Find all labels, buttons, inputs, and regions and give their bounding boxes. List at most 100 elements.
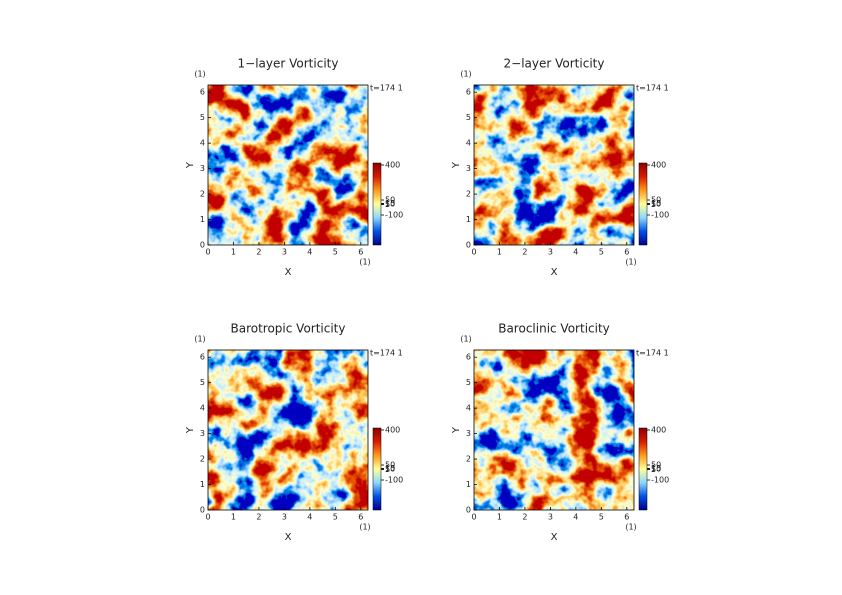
colorbar-tick-label: 10 xyxy=(385,200,395,209)
x-unit: (1) xyxy=(625,258,636,267)
y-axis-label: Y xyxy=(185,426,196,434)
colorbar-tick-label: 50 xyxy=(385,196,395,205)
colorbar-tick-label: 15 xyxy=(385,199,395,208)
y-tick-label: 0 xyxy=(200,506,205,515)
y-tick-label: 5 xyxy=(200,113,205,122)
x-tick-label: 2 xyxy=(522,513,527,522)
plot-frame xyxy=(473,349,635,511)
colorbar xyxy=(638,427,648,511)
x-tick-label: 0 xyxy=(205,513,210,522)
x-tick-label: 0 xyxy=(471,248,476,257)
colorbar xyxy=(372,427,382,511)
y-tick-label: 6 xyxy=(200,88,205,97)
y-tick-label: 0 xyxy=(200,241,205,250)
y-tick-label: 0 xyxy=(466,241,471,250)
x-axis-label: X xyxy=(285,267,292,278)
colorbar-tick-label: 15 xyxy=(385,464,395,473)
colorbar-tick-label: -100 xyxy=(651,211,669,220)
x-axis-label: X xyxy=(551,532,558,543)
colorbar-tick-label: 15 xyxy=(651,464,661,473)
time-annotation: t=174 1 xyxy=(636,84,669,93)
x-tick-label: 3 xyxy=(548,248,553,257)
panel-title: Baroclinic Vorticity xyxy=(498,322,610,336)
x-tick-label: 2 xyxy=(256,513,261,522)
plot-frame xyxy=(207,349,369,511)
y-tick-label: 3 xyxy=(200,164,205,173)
y-unit: (1) xyxy=(460,335,471,344)
y-tick-label: 5 xyxy=(200,378,205,387)
y-tick-label: 0 xyxy=(466,506,471,515)
x-tick-label: 6 xyxy=(624,248,629,257)
time-annotation: t=174 1 xyxy=(370,349,403,358)
x-tick-label: 3 xyxy=(548,513,553,522)
colorbar-tick-label: 400 xyxy=(651,426,666,435)
time-annotation: t=174 1 xyxy=(370,84,403,93)
y-tick-label: 2 xyxy=(466,455,471,464)
y-tick-label: 2 xyxy=(200,455,205,464)
x-tick-label: 1 xyxy=(497,248,502,257)
y-tick-label: 4 xyxy=(466,139,471,148)
x-unit: (1) xyxy=(625,523,636,532)
y-tick-label: 2 xyxy=(200,190,205,199)
y-tick-label: 5 xyxy=(466,378,471,387)
x-tick-label: 4 xyxy=(573,248,578,257)
x-tick-label: 5 xyxy=(333,513,338,522)
colorbar-tick-label: 400 xyxy=(385,426,400,435)
vorticity-field xyxy=(474,350,634,510)
colorbar-tick-label: 50 xyxy=(385,461,395,470)
y-tick-label: 6 xyxy=(466,88,471,97)
x-tick-label: 2 xyxy=(522,248,527,257)
plot-frame xyxy=(473,84,635,246)
panel-title: Barotropic Vorticity xyxy=(230,322,345,336)
y-unit: (1) xyxy=(194,70,205,79)
colorbar-tick-label: 5 xyxy=(385,200,390,209)
colorbar-tick-label: 10 xyxy=(385,465,395,474)
x-tick-label: 5 xyxy=(599,248,604,257)
y-axis-label: Y xyxy=(185,161,196,169)
y-tick-label: 4 xyxy=(466,404,471,413)
x-tick-label: 3 xyxy=(282,513,287,522)
panel-title: 2−layer Vorticity xyxy=(504,57,605,71)
x-tick-label: 3 xyxy=(282,248,287,257)
x-unit: (1) xyxy=(359,523,370,532)
y-tick-label: 6 xyxy=(200,353,205,362)
y-tick-label: 3 xyxy=(466,164,471,173)
x-tick-label: 4 xyxy=(307,513,312,522)
vorticity-field xyxy=(208,85,368,245)
colorbar xyxy=(638,162,648,246)
x-tick-label: 5 xyxy=(333,248,338,257)
x-axis-label: X xyxy=(551,267,558,278)
colorbar-tick-label: 50 xyxy=(651,196,661,205)
x-axis-label: X xyxy=(285,532,292,543)
x-tick-label: 4 xyxy=(573,513,578,522)
time-annotation: t=174 1 xyxy=(636,349,669,358)
y-tick-label: 1 xyxy=(466,480,471,489)
colorbar-tick-label: 5 xyxy=(651,200,656,209)
y-tick-label: 3 xyxy=(466,429,471,438)
x-tick-label: 6 xyxy=(358,248,363,257)
y-tick-label: 6 xyxy=(466,353,471,362)
y-tick-label: 5 xyxy=(466,113,471,122)
x-tick-label: 2 xyxy=(256,248,261,257)
colorbar-tick-label: -100 xyxy=(651,476,669,485)
colorbar-tick-label: 50 xyxy=(651,461,661,470)
x-unit: (1) xyxy=(359,258,370,267)
x-tick-label: 4 xyxy=(307,248,312,257)
vorticity-field xyxy=(208,350,368,510)
colorbar-tick-label: -100 xyxy=(385,211,403,220)
x-tick-label: 1 xyxy=(231,248,236,257)
x-tick-label: 1 xyxy=(497,513,502,522)
x-tick-label: 1 xyxy=(231,513,236,522)
y-tick-label: 3 xyxy=(200,429,205,438)
x-tick-label: 0 xyxy=(205,248,210,257)
y-tick-label: 1 xyxy=(200,480,205,489)
x-tick-label: 6 xyxy=(358,513,363,522)
colorbar-tick-label: 400 xyxy=(651,161,666,170)
y-tick-label: 1 xyxy=(200,215,205,224)
panel-title: 1−layer Vorticity xyxy=(238,57,339,71)
vorticity-field xyxy=(474,85,634,245)
y-tick-label: 4 xyxy=(200,404,205,413)
plot-frame xyxy=(207,84,369,246)
